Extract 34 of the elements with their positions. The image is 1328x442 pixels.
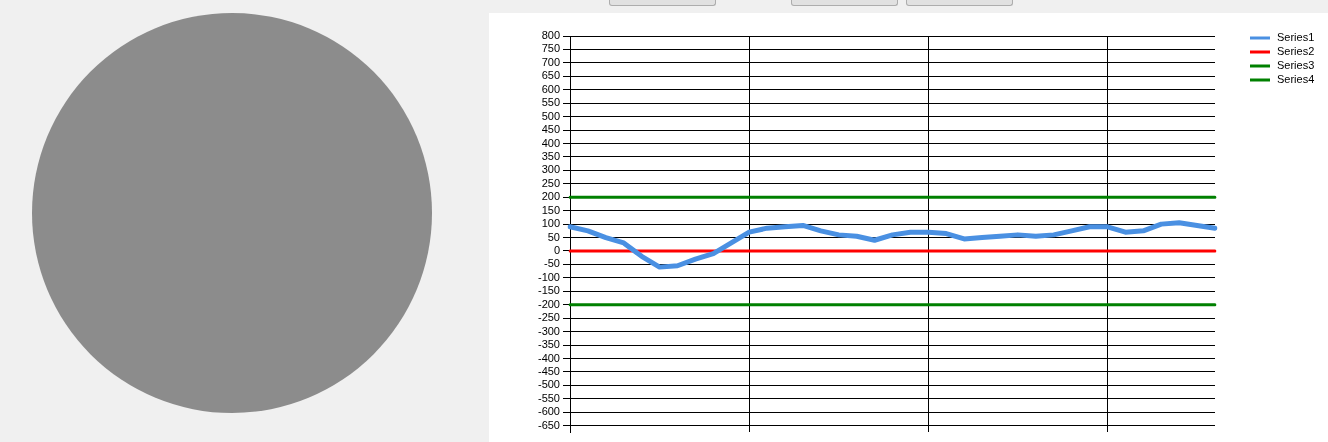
y-tick-label: -400 [537,351,560,364]
y-tick-label: -150 [537,284,560,297]
y-tick-label: -650 [537,418,560,431]
y-tick-label: -200 [537,297,560,310]
y-tick-label: -350 [537,338,560,351]
y-tick-label: -100 [537,270,560,283]
y-tick-label: 200 [541,190,560,203]
y-tick-label: 100 [541,217,560,230]
y-tick-label: 250 [541,176,560,189]
y-tick-label: -500 [537,378,560,391]
y-tick-label: -450 [537,364,560,377]
y-tick-label: 400 [541,136,560,149]
y-tick-label: 450 [541,123,560,136]
y-tick-label: 650 [541,69,560,82]
y-tick-label: 300 [541,163,560,176]
y-tick-label: 50 [547,230,560,243]
y-tick-label: -300 [537,324,560,337]
y-tick-label: 350 [541,149,560,162]
legend-label: Series2 [1277,45,1315,58]
y-tick-label: 700 [541,55,560,68]
y-tick-label: 800 [541,29,560,42]
legend-label: Series1 [1277,31,1315,44]
legend-label: Series3 [1277,59,1315,72]
y-tick-label: 150 [541,203,560,216]
y-tick-label: 600 [541,82,560,95]
y-tick-label: -600 [537,405,560,418]
y-tick-label: 550 [541,96,560,109]
y-tick-label: -50 [544,257,560,270]
y-tick-label: 0 [553,244,560,257]
y-tick-label: -550 [537,391,560,404]
y-tick-label: -250 [537,311,560,324]
y-tick-label: 750 [541,42,560,55]
y-tick-label: 500 [541,109,560,122]
legend-label: Series4 [1277,73,1315,86]
